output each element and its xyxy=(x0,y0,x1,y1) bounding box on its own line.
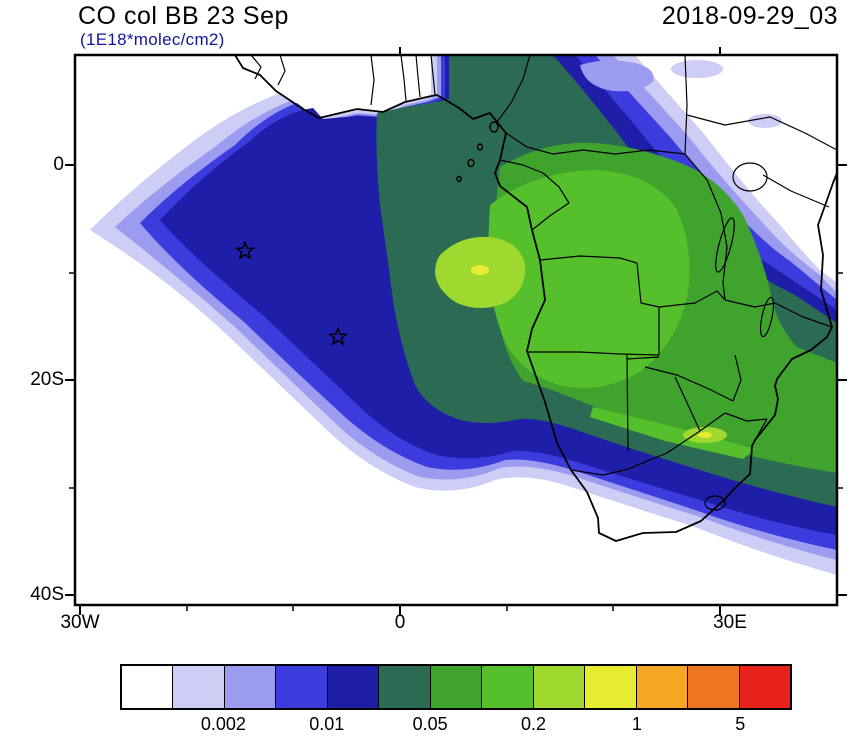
lesotho-border xyxy=(704,495,726,511)
island-annobon xyxy=(456,175,462,183)
colorbar-cell xyxy=(584,666,636,708)
map-frame xyxy=(73,53,839,607)
x-tick-label-0: 0 xyxy=(394,612,406,633)
colorbar-cell xyxy=(223,666,276,708)
detached-lavender-patch-1 xyxy=(671,60,723,78)
contour-level-1-spot xyxy=(471,265,489,275)
detached-lavender-patch-2 xyxy=(748,114,782,128)
colorbar-tick-label: 1 xyxy=(631,714,642,734)
axis-minor-ticks xyxy=(69,272,843,611)
colorbar-tick-label: 0.2 xyxy=(521,714,547,734)
colorbar-cell xyxy=(481,666,533,708)
y-tick-label-40s: 40S xyxy=(30,584,64,605)
y-tick-label-0: 0 xyxy=(53,154,64,175)
colorbar-cell xyxy=(326,666,379,708)
contour-map xyxy=(65,47,847,615)
plot-date: 2018-09-29_03 xyxy=(661,2,838,30)
colorbar-tick-label: 0.05 xyxy=(412,714,448,734)
contour-level-02-band xyxy=(590,407,755,459)
plot-title: CO col BB 23 Sep xyxy=(78,2,289,30)
x-tick-label-30e: 30E xyxy=(713,612,747,633)
colorbar-cell xyxy=(635,666,688,708)
axis-ticks xyxy=(65,47,847,615)
africa-coastline xyxy=(234,55,837,542)
star-marker-1 xyxy=(235,241,255,260)
detached-periwinkle-patch xyxy=(580,60,654,92)
island-sao-tome xyxy=(467,158,475,168)
colorbar-cell xyxy=(378,666,430,708)
colorbar-cell xyxy=(429,666,482,708)
colorbar-cell xyxy=(687,666,739,708)
colorbar xyxy=(120,664,792,710)
colorbar-cell xyxy=(275,666,327,708)
y-tick-label-20s: 20S xyxy=(30,369,64,390)
colorbar-labels: 0.002 0.01 0.05 0.2 1 5 xyxy=(120,714,792,738)
colorbar-tick-label: 5 xyxy=(735,714,746,734)
colorbar-tick-label: 0.002 xyxy=(200,714,246,734)
colorbar-cell xyxy=(532,666,585,708)
star-marker-2 xyxy=(328,327,348,346)
colorbar-cell xyxy=(122,666,173,708)
colorbar-cell xyxy=(738,666,791,708)
contour-fills xyxy=(90,55,837,575)
colorbar-tick-label: 0.01 xyxy=(309,714,345,734)
lake-malawi xyxy=(759,296,775,338)
plot-units-subtitle: (1E18*molec/cm2) xyxy=(80,30,225,49)
island-bioko xyxy=(489,121,499,133)
lake-tanganyika xyxy=(715,217,735,273)
contour-level-1-band-spot xyxy=(698,432,712,438)
island-principe xyxy=(476,143,484,151)
lake-victoria xyxy=(732,162,768,192)
colorbar-cell xyxy=(172,666,224,708)
x-tick-label-30w: 30W xyxy=(60,612,100,633)
